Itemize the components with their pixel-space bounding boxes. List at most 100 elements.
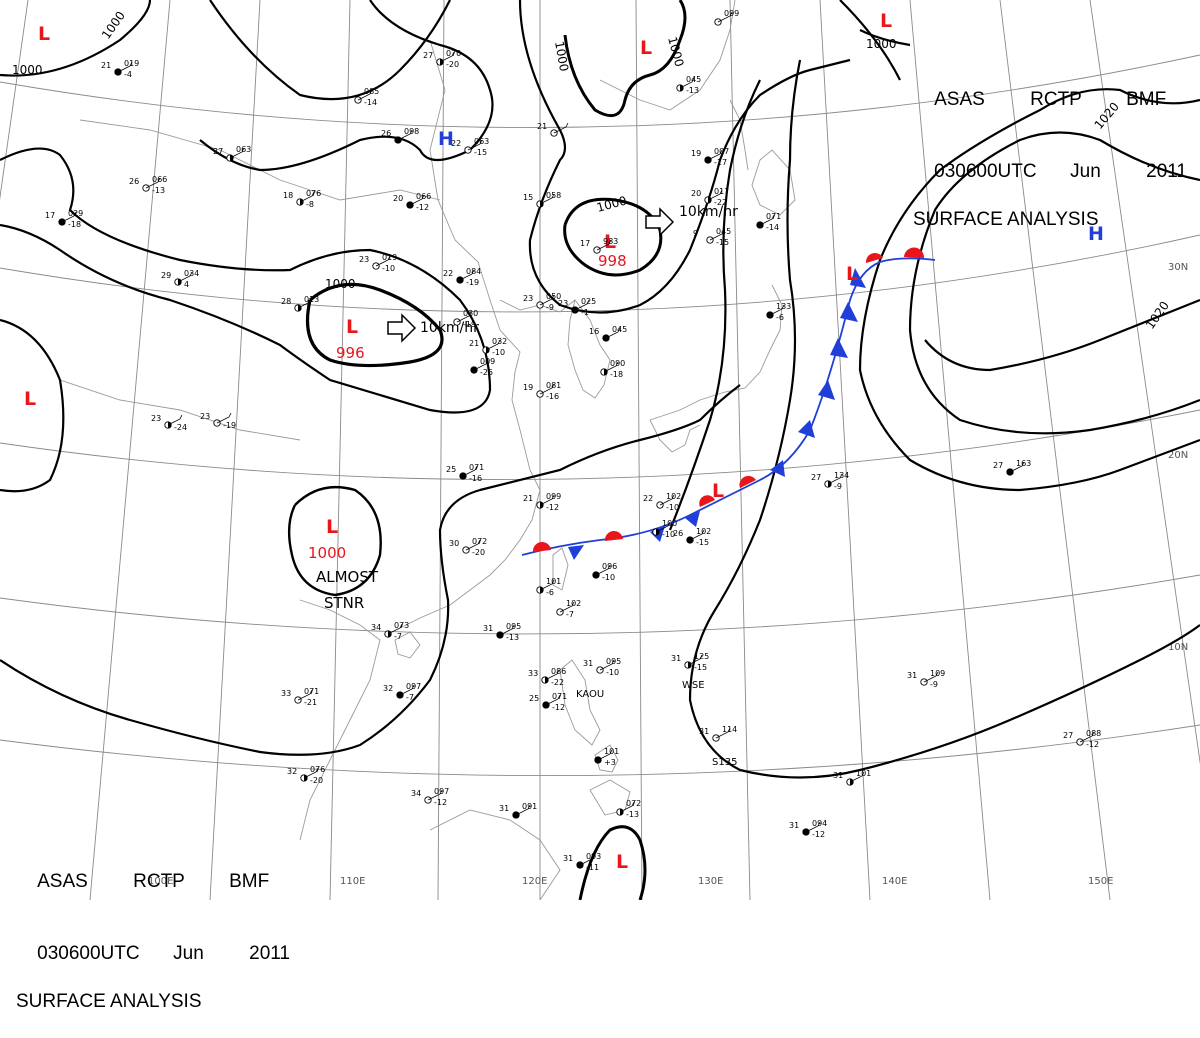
- station-pressure-tendency: -20: [446, 60, 459, 69]
- cold-front-triangles: [568, 268, 866, 560]
- station-pressure: 095: [506, 622, 521, 631]
- station-plot: 009-25: [470, 357, 495, 377]
- wind-barb-icon: [177, 271, 193, 283]
- station-pressure-tendency: -12: [552, 703, 565, 712]
- station-temperature: 30: [449, 539, 459, 548]
- station-plot: 31 125 -15: [671, 652, 709, 672]
- lon-line-115e: [437, 0, 445, 900]
- station-plot: 25 071 -12: [529, 692, 567, 712]
- station-plot: 18 076 -8: [283, 189, 321, 209]
- station-temperature: 32: [383, 684, 393, 693]
- isobar-west-big: [0, 147, 492, 414]
- lon-label-100e: 100E: [148, 876, 173, 887]
- station-pressure-tendency: -7: [394, 632, 402, 641]
- coast-mongolia-border: [79, 119, 441, 201]
- station-pressure: 066: [152, 175, 167, 184]
- station-pressure: 081: [546, 381, 561, 390]
- station-plot: 22 102 -10: [643, 492, 681, 512]
- station-pressure-tendency: -16: [469, 474, 482, 483]
- wind-barb-icon: [216, 412, 232, 424]
- isobar-east-inner-1020: [908, 131, 1200, 435]
- station-temperature: 26: [381, 129, 391, 138]
- station-plot: 31 095 -13: [483, 622, 521, 642]
- station-plot: 26 102 -15: [673, 527, 711, 547]
- lon-line-140e: [909, 0, 991, 900]
- wind-barb-icon: [465, 539, 481, 551]
- station-pressure-tendency: -15: [474, 148, 487, 157]
- title-line-3: SURFACE ANALYSIS: [913, 209, 1099, 230]
- station-pressure: 025: [581, 297, 596, 306]
- station-temperature: 22: [643, 494, 653, 503]
- graticule: [0, 0, 1200, 900]
- station-plot: 31 109 -9: [907, 669, 945, 689]
- station-name-kaou: KAOU: [576, 689, 604, 700]
- station-pressure: 070: [446, 49, 461, 58]
- coast-indochina: [299, 599, 381, 841]
- station-pressure: 133: [776, 302, 791, 311]
- station-plot: 15 058: [523, 191, 561, 208]
- station-pressure-tendency: -13: [506, 633, 519, 642]
- wind-barb-icon: [603, 361, 619, 373]
- wind-barb-icon: [515, 804, 531, 816]
- station-pressure: 085: [364, 87, 379, 96]
- wind-barb-icon: [387, 623, 403, 635]
- wind-barb-icon: [717, 11, 733, 23]
- coast-japan-kyushu: [649, 419, 701, 453]
- wind-barb-icon: [759, 214, 775, 226]
- station-temperature: 31: [583, 659, 593, 668]
- station-plot: 27 134 -9: [811, 471, 849, 491]
- station-pressure-tendency: -14: [364, 98, 377, 107]
- station-plot: 102-7: [556, 599, 581, 619]
- wind-barb-icon: [619, 801, 635, 813]
- lon-line-100e: [89, 0, 171, 900]
- wind-barb-icon: [605, 327, 621, 339]
- station-pressure-tendency: -13: [626, 810, 639, 819]
- station-pressure: 072: [626, 799, 641, 808]
- station-plot: 33 071 -21: [281, 687, 319, 707]
- coast-mindanao: [589, 779, 631, 816]
- fronts: [521, 247, 936, 560]
- station-pressure-tendency: -19: [223, 421, 236, 430]
- station-temperature: 31: [907, 671, 917, 680]
- wind-barb-icon: [544, 669, 560, 681]
- isobar-label-1000-far-ne: 1000: [866, 37, 897, 51]
- station-pressure: 097: [434, 787, 449, 796]
- isobar-label-1000-nw: 1000: [12, 63, 43, 77]
- wind-barb-icon: [579, 854, 595, 866]
- station-pressure: 163: [1016, 459, 1031, 468]
- station-pressure-tendency: -24: [174, 423, 187, 432]
- wind-barb-icon: [462, 465, 478, 477]
- title-line-2: 030600UTC Jun 2011: [16, 918, 290, 964]
- station-pressure: 045: [612, 325, 627, 334]
- wind-barb-icon: [459, 269, 475, 281]
- station-pressure: 098: [404, 127, 419, 136]
- station-plot: 23 050 -9: [523, 292, 561, 312]
- station-temperature: 31: [699, 727, 709, 736]
- title-code: BMF: [229, 871, 270, 892]
- wind-barb-icon: [689, 529, 705, 541]
- station-temperature: 17: [45, 211, 55, 220]
- motion-labels: 10km/hr 10km/hr: [420, 204, 738, 336]
- lat-line-40n: [0, 54, 1200, 128]
- lon-label-120e: 120E: [522, 876, 547, 887]
- wind-barb-icon: [553, 122, 569, 134]
- station-pressure-tendency: -20: [310, 776, 323, 785]
- station-temperature: 19: [691, 149, 701, 158]
- wind-barb-icon: [709, 229, 725, 241]
- station-pressure-tendency: -12: [812, 830, 825, 839]
- station-plot: 21 099 -12: [523, 492, 561, 512]
- wind-barb-icon: [117, 61, 133, 73]
- station-temperature: 33: [528, 669, 538, 678]
- station-plot: 29 034 4: [161, 269, 199, 289]
- isobar-north-ridge: [199, 0, 494, 172]
- station-plot: 19 007 -17: [691, 147, 729, 167]
- station-plot: 23 025 -1: [558, 297, 596, 317]
- coast-russia: [599, 0, 736, 111]
- station-name-s135: S135: [712, 757, 737, 768]
- station-pressure: 099: [724, 9, 739, 18]
- station-plot: 23 019 -10: [359, 253, 397, 273]
- station-pressure-tendency: -13: [152, 186, 165, 195]
- station-plot: 27 070 -20: [423, 49, 461, 69]
- station-plot: 31 114: [699, 725, 737, 742]
